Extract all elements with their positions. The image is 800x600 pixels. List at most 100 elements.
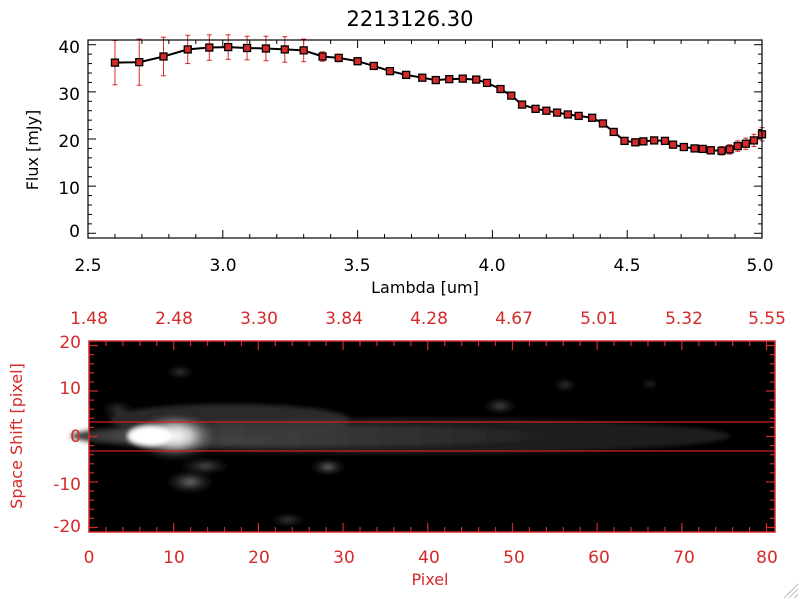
wavelength-tick-label: 5.01 [580, 309, 618, 329]
data-point [639, 137, 648, 146]
image-x-tick-label: 80 [756, 548, 778, 568]
image-x-tick-label: 30 [333, 548, 355, 568]
wavelength-tick-label: 3.30 [240, 309, 278, 329]
image-top-axis-labels: 1.48 2.48 3.30 3.84 4.28 4.67 5.01 5.32 … [70, 309, 786, 329]
data-point [472, 75, 481, 84]
data-point [725, 145, 734, 154]
image-y-tick-label: 20 [59, 333, 81, 353]
image-x-axis-label: Pixel [411, 570, 448, 589]
image-y-tick-labels: 20 10 0 -10 -20 [53, 333, 81, 537]
spectrum-x-tick-label: 4.5 [613, 256, 640, 276]
data-point [717, 146, 726, 155]
data-point [431, 75, 440, 85]
data-point [205, 43, 214, 52]
spectrum-y-axis-label: Flux [mJy] [23, 110, 42, 191]
data-point [660, 136, 670, 146]
wavelength-tick-label: 4.28 [410, 309, 448, 329]
image-y-axis-label: Space Shift [pixel] [7, 363, 26, 509]
spectrum-series-line [114, 46, 763, 152]
image-x-tick-label: 20 [248, 548, 270, 568]
data-point [242, 43, 252, 53]
data-point [110, 58, 120, 67]
image-axis-ticks [88, 341, 775, 532]
data-point [334, 53, 343, 63]
emission-blob [640, 379, 660, 389]
data-point [280, 45, 289, 54]
data-point [353, 57, 362, 66]
data-point [552, 108, 562, 117]
data-point [385, 66, 395, 76]
spectrum-markers [110, 42, 767, 155]
data-point [517, 100, 527, 109]
data-point [496, 84, 505, 94]
data-point [318, 52, 327, 61]
resize-grip-icon[interactable] [783, 583, 799, 599]
bright-core [127, 410, 223, 462]
image-y-tick-label: -10 [53, 475, 81, 495]
wavelength-tick-label: 5.55 [748, 309, 786, 329]
image-x-tick-label: 10 [163, 548, 185, 568]
bright-core-peak [128, 426, 172, 446]
image-x-tick-label: 40 [418, 548, 440, 568]
spectrum-x-tick-label: 3.0 [209, 256, 236, 276]
image-x-tick-label: 70 [673, 548, 695, 568]
data-point [369, 61, 378, 71]
data-point [531, 104, 540, 113]
data-point [733, 141, 742, 151]
wavelength-tick-label: 2.48 [155, 309, 193, 329]
emission-blob [175, 456, 235, 476]
data-point [418, 73, 427, 82]
data-point [159, 52, 168, 61]
spectrum-x-tick-label: 2.5 [74, 256, 101, 276]
data-point [507, 91, 516, 100]
spectrum-x-tick-label: 4.0 [478, 256, 505, 276]
emission-blob [98, 398, 138, 422]
wavelength-tick-label: 3.84 [325, 309, 363, 329]
image-y-tick-label: -20 [53, 517, 81, 537]
data-point [588, 113, 597, 122]
spectrum-y-tick-label: 20 [58, 132, 80, 152]
spectrum-axis-ticks [87, 40, 763, 238]
data-point [482, 78, 492, 88]
data-point [690, 144, 699, 153]
data-point [609, 127, 618, 137]
data-point [668, 140, 678, 149]
data-point [261, 44, 271, 53]
data-point [183, 45, 192, 54]
spectrum-title: 2213126.30 [347, 7, 474, 31]
emission-blob [308, 458, 348, 476]
image-plot-frame [88, 340, 776, 533]
spectrum-y-tick-labels: 0 10 20 30 40 [58, 38, 80, 242]
image-y-tick-label: 0 [70, 427, 81, 447]
wavelength-tick-label: 5.32 [665, 309, 703, 329]
data-point [598, 119, 608, 128]
data-point [563, 110, 573, 119]
wavelength-tick-label: 1.48 [70, 309, 108, 329]
data-point [401, 70, 411, 80]
spectrum-y-tick-label: 0 [69, 222, 80, 242]
data-point [741, 139, 750, 148]
data-point [458, 74, 467, 83]
data-point [650, 136, 659, 145]
emission-blob [551, 378, 579, 392]
spectral-image-emission [70, 365, 730, 527]
data-point [620, 136, 629, 146]
data-point [631, 138, 640, 147]
emission-blob [480, 397, 520, 415]
data-point [679, 142, 688, 152]
spectrum-x-axis-label: Lambda [um] [371, 278, 479, 297]
spectrum-x-tick-label: 5.0 [746, 256, 773, 276]
spectrum-x-tick-label: 3.5 [343, 256, 370, 276]
image-x-tick-label: 60 [588, 548, 610, 568]
image-x-tick-label: 50 [503, 548, 525, 568]
data-point [135, 58, 144, 67]
data-point [698, 144, 707, 154]
image-y-tick-label: 10 [59, 379, 81, 399]
spectrum-y-tick-label: 30 [58, 85, 80, 105]
image-x-tick-labels: 0 10 20 30 40 50 60 70 80 [84, 548, 778, 568]
data-point [706, 146, 715, 155]
data-point [574, 111, 583, 121]
emission-blob [164, 365, 196, 379]
spectrum-y-tick-label: 40 [58, 38, 80, 58]
